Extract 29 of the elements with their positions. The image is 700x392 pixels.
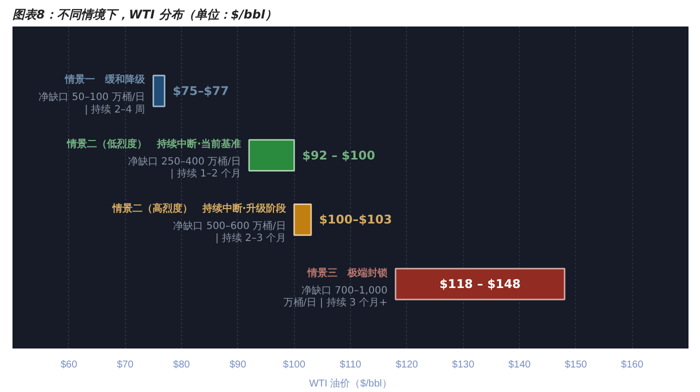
annotation: 净缺口 250–400 万桶/日 | 持续 1–2 个月 [128,156,241,180]
y-tick-label: 情景二（高烈度） 持续中断·升级阶段 [111,202,288,215]
x-tick-label: $100 [283,360,306,370]
annotation: 净缺口 700–1,000 万桶/日 | 持续 3 个月+ [283,284,388,308]
bar [248,139,295,172]
bar [293,203,312,236]
x-tick-label: $130 [452,360,475,370]
y-tick-label: 情景二（低烈度） 持续中断·当前基准 [66,138,241,150]
annotation: 净缺口 50–100 万桶/日 | 持续 2–4 周 [38,91,146,116]
annotation: $75–$77 [172,84,229,98]
chart-title: 图表8：不同情境下，WTI 分布（单位：$/bbl） [12,8,277,22]
x-tick-label: $80 [173,360,190,370]
x-tick-label: $90 [229,360,247,370]
annotation: $100–$103 [319,212,392,227]
bar [152,74,166,108]
y-tick-label: 情景一 缓和降级 [64,74,146,86]
bar [394,268,566,300]
y-tick-label: 情景三 极端封锁 [306,266,388,279]
annotation: $92 – $100 [302,148,376,162]
x-tick-label: $60 [60,360,78,370]
x-axis-title: WTI 油价（$/bbl） [309,378,392,390]
annotation: 净缺口 500–600 万桶/日 | 持续 2–3 个月 [173,220,286,244]
x-tick-label: $140 [508,360,532,370]
x-tick-label: $120 [396,360,418,370]
x-tick-label: $110 [340,360,362,370]
annotation: $118 – $148 [439,277,521,292]
x-tick-label: $150 [564,360,588,370]
x-tick-label: $160 [621,360,644,370]
x-tick-label: $70 [116,360,134,370]
